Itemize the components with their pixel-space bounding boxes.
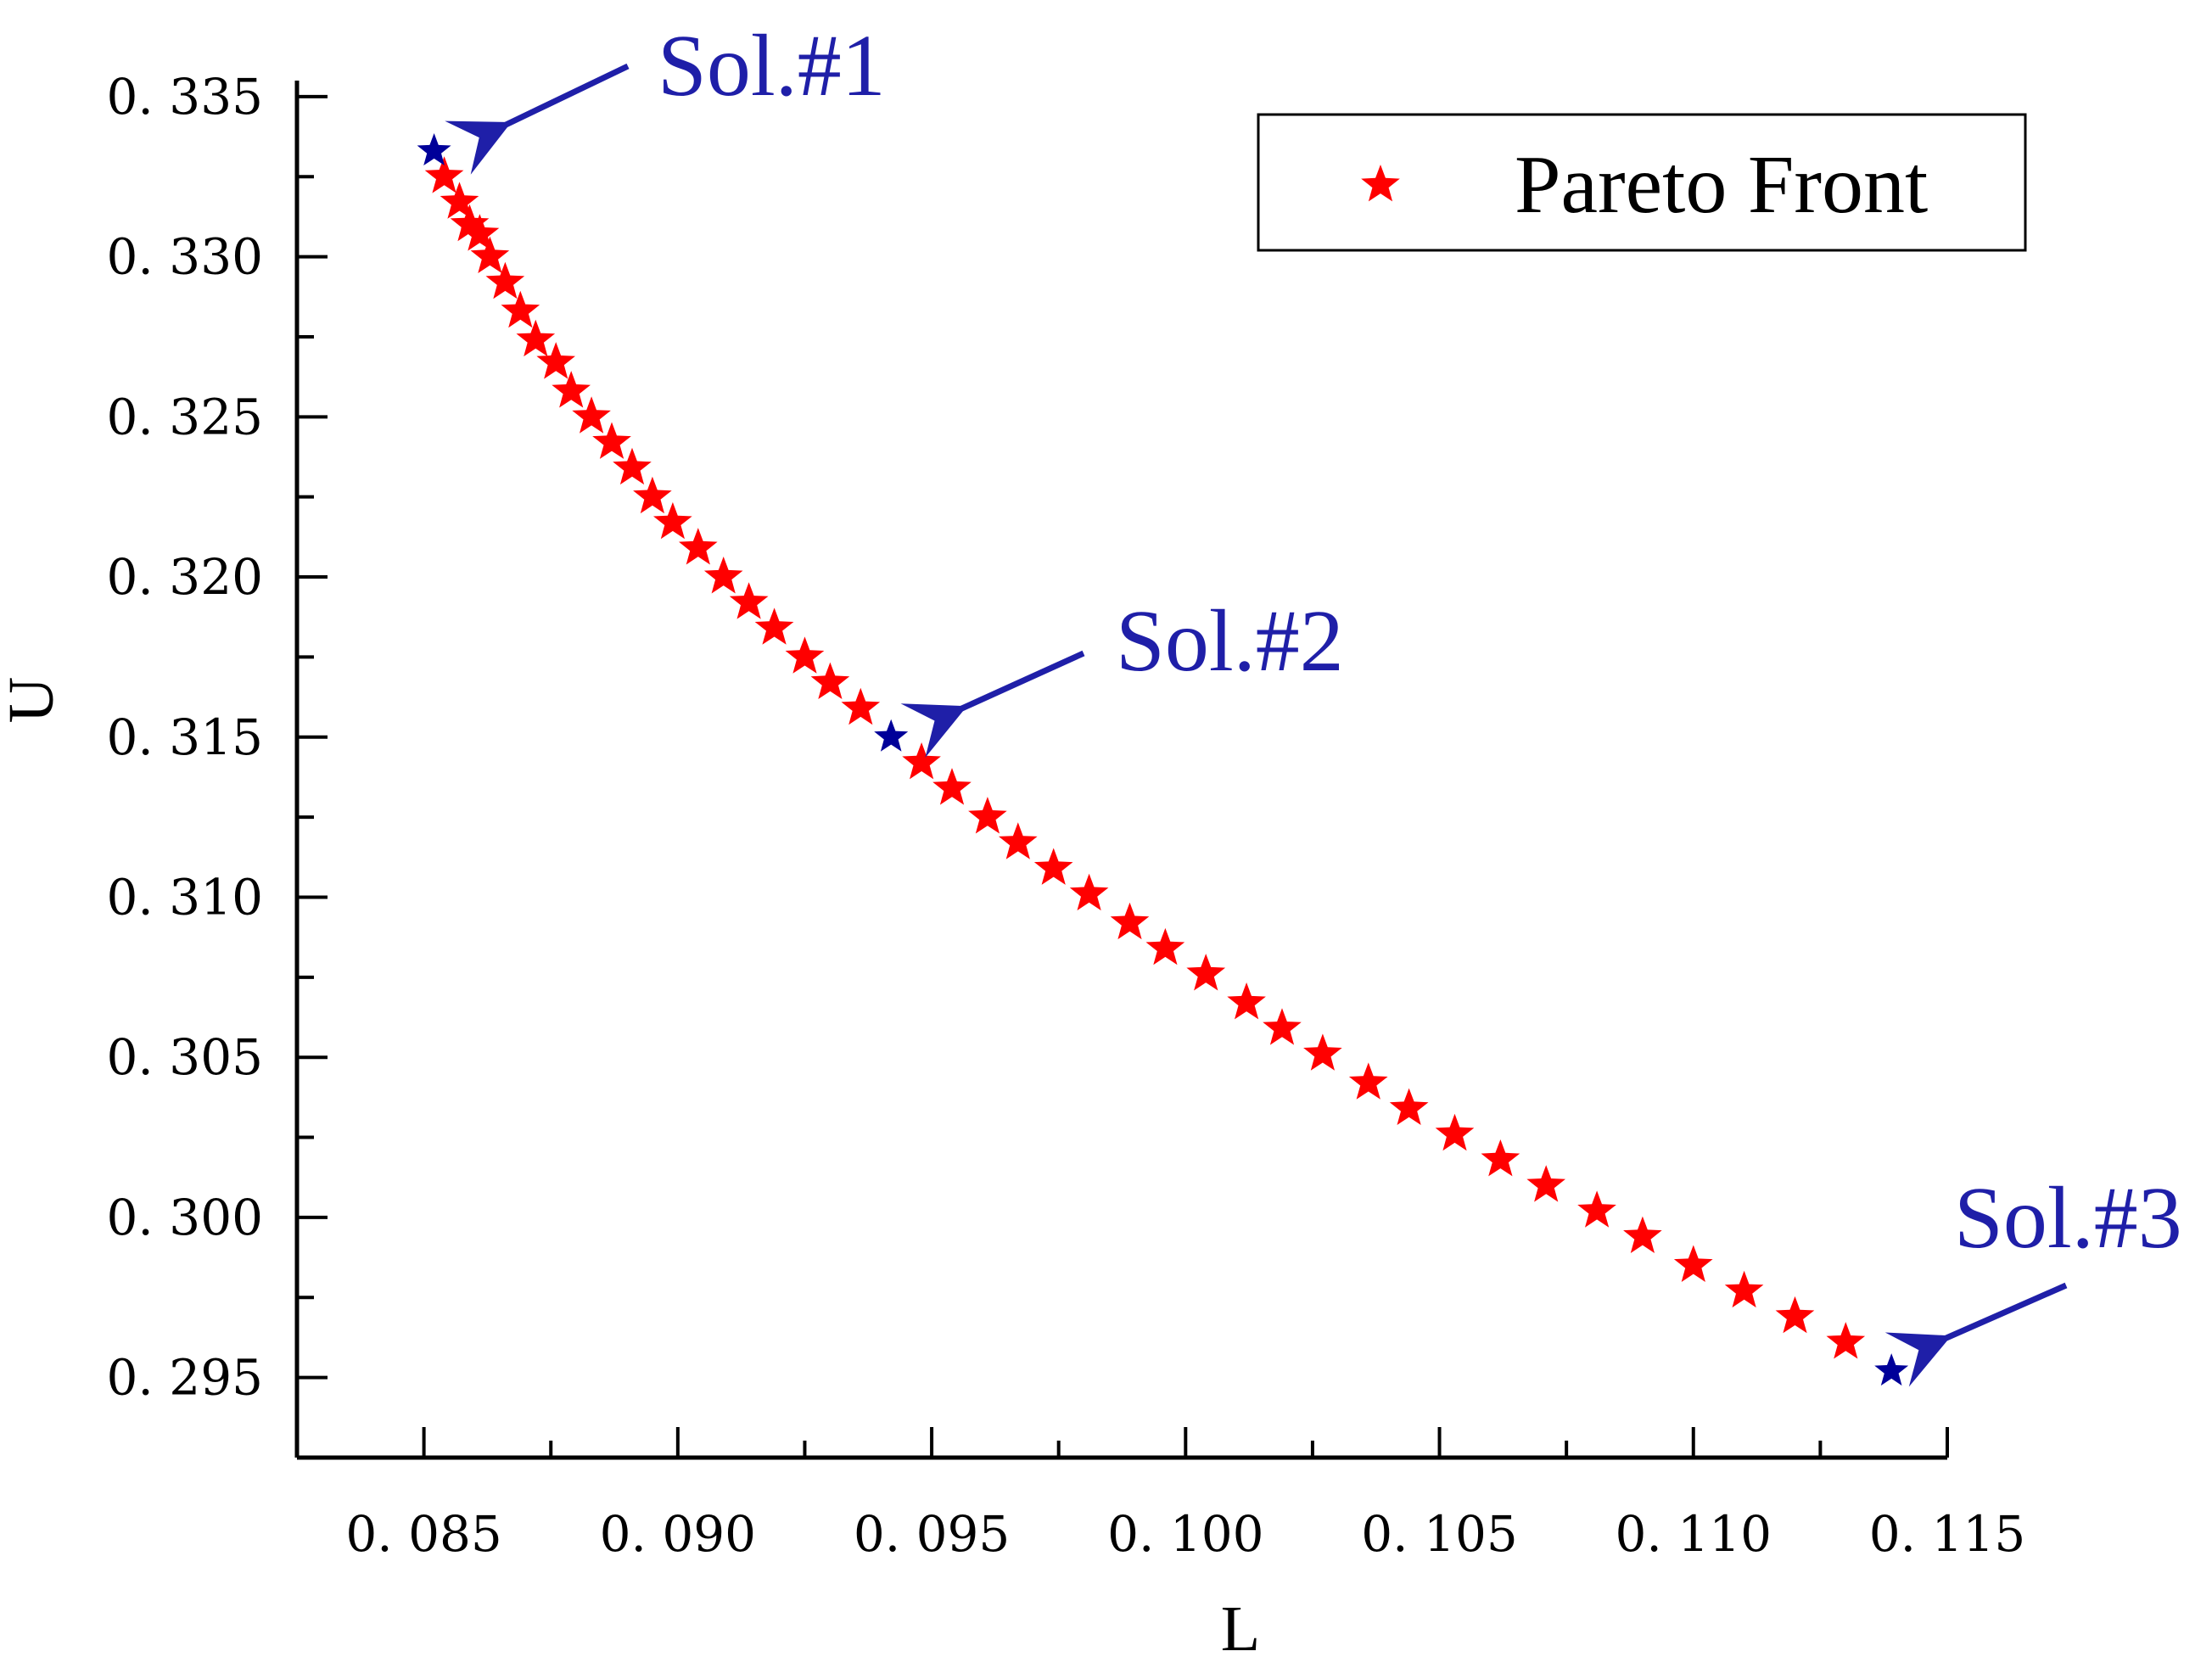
pareto-point	[424, 156, 464, 193]
pareto-point	[1435, 1113, 1475, 1151]
pareto-point	[1389, 1088, 1429, 1125]
pareto-point	[1033, 848, 1073, 885]
y-tick-label: 0. 305	[107, 1028, 263, 1086]
pareto-point	[1186, 954, 1226, 991]
y-tick-label: 0. 335	[107, 68, 263, 126]
pareto-point	[1623, 1216, 1662, 1253]
pareto-point	[810, 662, 850, 699]
annotations: Sol.#1 Sol.#2 Sol.#3	[445, 17, 2182, 1387]
x-tick-label: 0. 085	[345, 1505, 501, 1563]
pareto-point	[999, 822, 1038, 859]
pareto-point	[470, 236, 510, 273]
y-tick-label: 0. 295	[107, 1349, 263, 1407]
pareto-point	[902, 742, 941, 780]
x-tick-label: 0. 115	[1869, 1505, 2025, 1563]
pareto-point	[501, 290, 540, 328]
pareto-point	[440, 182, 479, 219]
annotation-arrow	[1884, 1282, 2068, 1387]
pareto-point	[633, 476, 672, 514]
pareto-point	[1303, 1033, 1342, 1071]
x-tick-label: 0. 090	[600, 1505, 756, 1563]
pareto-point	[1526, 1165, 1565, 1202]
pareto-point	[785, 636, 825, 674]
pareto-point	[592, 422, 631, 459]
y-tick-label: 0. 315	[107, 708, 263, 766]
pareto-point	[1775, 1296, 1815, 1334]
pareto-point	[754, 607, 794, 645]
pareto-point	[1263, 1008, 1302, 1045]
pareto-point	[1826, 1322, 1866, 1359]
x-tick-label: 0. 100	[1107, 1505, 1263, 1563]
y-tick-label: 0. 330	[107, 228, 263, 286]
pareto-point	[1069, 873, 1109, 911]
legend-star	[1361, 165, 1400, 202]
pareto-point	[703, 557, 743, 594]
pareto-point	[729, 582, 769, 619]
pareto-point	[613, 447, 652, 485]
pareto-point	[1145, 927, 1185, 966]
pareto-point	[653, 501, 692, 540]
pareto-point	[1481, 1139, 1520, 1177]
x-tick-label: 0. 105	[1361, 1505, 1517, 1563]
pareto-point	[968, 797, 1007, 834]
pareto-point	[1348, 1062, 1388, 1100]
series-pareto-front	[424, 156, 1866, 1359]
legend: Pareto Front	[1257, 113, 2027, 252]
y-tick-label: 0. 310	[107, 868, 263, 926]
pareto-point	[1110, 902, 1150, 940]
y-axis-label: U	[0, 677, 67, 724]
series-selected-solutions	[417, 133, 1909, 1386]
annotation-label: Sol.#2	[1116, 592, 1344, 690]
x-tick-label: 0. 095	[854, 1505, 1010, 1563]
pareto-point	[460, 214, 500, 251]
annotation-arrow	[900, 650, 1085, 758]
solution-point	[417, 133, 451, 165]
y-tick-label: 0. 320	[107, 548, 263, 606]
x-axis-ticks: 0. 085 0. 090 0. 095 0. 100 0. 105 0. 110 0. 1…	[345, 1427, 2025, 1563]
pareto-point	[1673, 1245, 1713, 1282]
pareto-point	[841, 687, 881, 725]
axes	[294, 81, 1947, 1460]
x-tick-label: 0. 110	[1616, 1505, 1772, 1563]
annotation-arrow	[445, 63, 630, 175]
annotation-label: Sol.#3	[1954, 1169, 2182, 1267]
pareto-point	[485, 261, 525, 299]
x-axis-label: L	[1221, 1593, 1260, 1665]
pareto-point	[572, 396, 611, 434]
solution-point	[1874, 1353, 1909, 1386]
annotation-label: Sol.#1	[658, 17, 886, 115]
y-tick-label: 0. 300	[107, 1189, 263, 1246]
pareto-point	[1577, 1190, 1616, 1228]
y-axis-ticks: 0. 295 0. 300 0. 305 0. 310 0. 315 0. 320 0. 3…	[107, 68, 328, 1407]
pareto-point	[536, 342, 575, 379]
solution-point	[874, 719, 909, 752]
pareto-point	[516, 319, 556, 357]
pareto-point	[1227, 982, 1266, 1020]
pareto-point	[552, 371, 591, 408]
y-tick-label: 0. 325	[107, 388, 263, 445]
pareto-point	[932, 768, 972, 805]
legend-label-pareto: Pareto Front	[1515, 139, 1928, 231]
pareto-point	[1724, 1270, 1764, 1308]
pareto-point	[679, 528, 718, 565]
data-points	[417, 133, 1909, 1386]
legend-marker-pareto	[1361, 165, 1400, 202]
pareto-point	[450, 204, 490, 242]
